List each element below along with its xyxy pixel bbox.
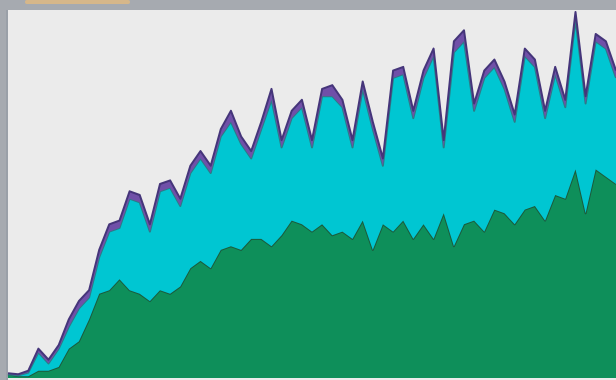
- tab-handle: [25, 0, 130, 4]
- top-bar: [0, 0, 616, 10]
- area-layer: [8, 169, 616, 378]
- area-layers: [7, 11, 616, 378]
- area-layer: [8, 19, 616, 377]
- area-edge: [7, 11, 616, 376]
